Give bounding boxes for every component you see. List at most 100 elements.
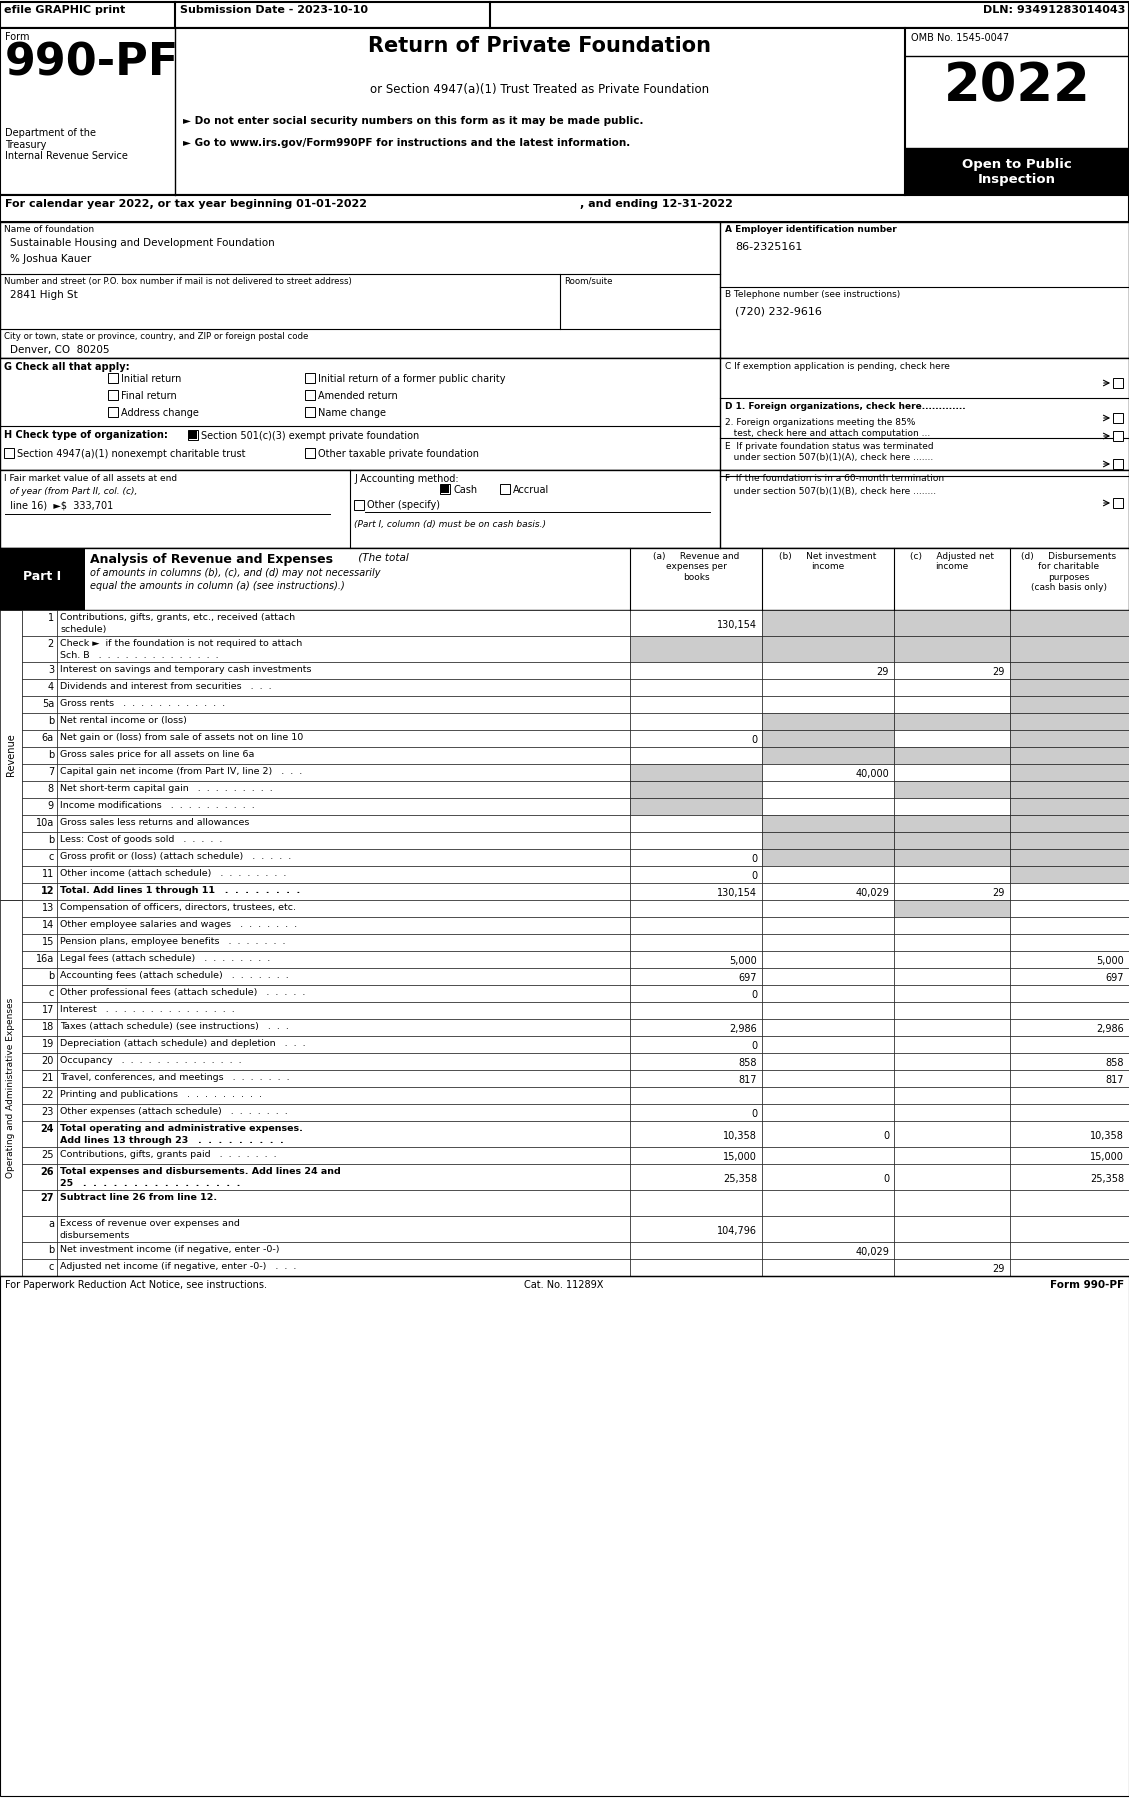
Bar xyxy=(630,764,762,780)
Bar xyxy=(762,967,894,985)
Text: Check ►  if the foundation is not required to attach: Check ► if the foundation is not require… xyxy=(60,638,303,647)
Bar xyxy=(21,1190,56,1215)
Text: 40,029: 40,029 xyxy=(855,888,889,897)
Text: under section 507(b)(1)(A), check here .......: under section 507(b)(1)(A), check here .… xyxy=(725,453,934,462)
Bar xyxy=(762,832,894,849)
Bar xyxy=(0,29,1129,194)
Bar xyxy=(21,610,56,636)
Text: 2,986: 2,986 xyxy=(1096,1025,1124,1034)
Bar xyxy=(21,832,56,849)
Text: % Joshua Kauer: % Joshua Kauer xyxy=(10,254,91,264)
Text: Room/suite: Room/suite xyxy=(564,277,613,286)
Bar xyxy=(894,1259,1010,1277)
Bar xyxy=(762,951,894,967)
Text: 0: 0 xyxy=(751,1041,758,1052)
Bar xyxy=(894,714,1010,730)
Bar xyxy=(0,610,21,901)
Text: 130,154: 130,154 xyxy=(717,620,758,629)
Bar xyxy=(762,1259,894,1277)
Text: line 16)  ►$  333,701: line 16) ►$ 333,701 xyxy=(5,500,113,511)
Text: Other (specify): Other (specify) xyxy=(367,500,440,511)
Bar xyxy=(21,662,56,680)
Text: Total operating and administrative expenses.: Total operating and administrative expen… xyxy=(60,1124,303,1133)
Bar xyxy=(1010,901,1129,917)
Bar xyxy=(630,662,762,680)
Bar xyxy=(1010,867,1129,883)
Bar xyxy=(762,680,894,696)
Bar xyxy=(56,917,630,933)
Bar xyxy=(108,406,119,417)
Bar xyxy=(905,147,1129,194)
Text: 15,000: 15,000 xyxy=(724,1153,758,1162)
Text: 5,000: 5,000 xyxy=(1096,957,1124,966)
Bar xyxy=(894,746,1010,764)
Bar xyxy=(56,849,630,867)
Text: 24: 24 xyxy=(41,1124,54,1135)
Bar xyxy=(21,1001,56,1019)
Bar xyxy=(21,730,56,746)
Text: 104,796: 104,796 xyxy=(717,1226,758,1235)
Bar xyxy=(630,1019,762,1036)
Bar xyxy=(355,500,364,511)
Text: 130,154: 130,154 xyxy=(717,888,758,897)
Bar xyxy=(56,832,630,849)
Bar xyxy=(894,610,1010,636)
Bar xyxy=(1010,1001,1129,1019)
Text: Gross sales less returns and allowances: Gross sales less returns and allowances xyxy=(60,818,250,827)
Bar xyxy=(762,746,894,764)
Text: 86-2325161: 86-2325161 xyxy=(735,243,803,252)
Bar xyxy=(1010,714,1129,730)
Bar xyxy=(630,636,762,662)
Bar xyxy=(762,867,894,883)
Bar xyxy=(894,933,1010,951)
Text: I Fair market value of all assets at end: I Fair market value of all assets at end xyxy=(5,475,177,484)
Bar xyxy=(894,680,1010,696)
Bar xyxy=(56,1190,630,1215)
Text: (d)     Disbursements
for charitable
purposes
(cash basis only): (d) Disbursements for charitable purpose… xyxy=(1022,552,1117,592)
Bar xyxy=(894,832,1010,849)
Text: Section 501(c)(3) exempt private foundation: Section 501(c)(3) exempt private foundat… xyxy=(201,432,419,441)
Bar xyxy=(762,1088,894,1104)
Bar xyxy=(894,1120,1010,1147)
Text: Gross rents   .  .  .  .  .  .  .  .  .  .  .  .: Gross rents . . . . . . . . . . . . xyxy=(60,699,225,708)
Text: Other professional fees (attach schedule)   .  .  .  .  .: Other professional fees (attach schedule… xyxy=(60,987,305,998)
Text: Compensation of officers, directors, trustees, etc.: Compensation of officers, directors, tru… xyxy=(60,903,296,912)
Bar xyxy=(21,1259,56,1277)
Text: 25,358: 25,358 xyxy=(723,1174,758,1185)
Text: Legal fees (attach schedule)   .  .  .  .  .  .  .  .: Legal fees (attach schedule) . . . . . .… xyxy=(60,955,270,964)
Bar xyxy=(305,390,315,399)
Bar xyxy=(21,780,56,798)
Text: 5a: 5a xyxy=(42,699,54,708)
Bar xyxy=(56,883,630,901)
Bar xyxy=(1010,730,1129,746)
Bar xyxy=(762,883,894,901)
Text: Other taxable private foundation: Other taxable private foundation xyxy=(318,450,479,458)
Text: Initial return of a former public charity: Initial return of a former public charit… xyxy=(318,374,506,385)
Bar xyxy=(56,746,630,764)
Text: 9: 9 xyxy=(47,800,54,811)
Bar xyxy=(894,814,1010,832)
Text: 18: 18 xyxy=(42,1021,54,1032)
Text: equal the amounts in column (a) (see instructions).): equal the amounts in column (a) (see ins… xyxy=(90,581,344,592)
Bar xyxy=(762,814,894,832)
Bar xyxy=(630,1070,762,1088)
Bar xyxy=(21,933,56,951)
Bar xyxy=(56,1163,630,1190)
Text: ► Do not enter social security numbers on this form as it may be made public.: ► Do not enter social security numbers o… xyxy=(183,117,644,126)
Bar xyxy=(630,1104,762,1120)
Text: 11: 11 xyxy=(42,868,54,879)
Text: For calendar year 2022, or tax year beginning 01-01-2022: For calendar year 2022, or tax year begi… xyxy=(5,200,367,209)
Bar xyxy=(56,1242,630,1259)
Bar xyxy=(1010,1190,1129,1215)
Text: Excess of revenue over expenses and: Excess of revenue over expenses and xyxy=(60,1219,239,1228)
Bar xyxy=(630,917,762,933)
Text: 29: 29 xyxy=(992,667,1005,678)
Text: H Check type of organization:: H Check type of organization: xyxy=(5,430,168,441)
Text: F  If the foundation is in a 60-month termination: F If the foundation is in a 60-month ter… xyxy=(725,475,944,484)
Bar xyxy=(630,1120,762,1147)
Bar xyxy=(21,883,56,901)
Text: Income modifications   .  .  .  .  .  .  .  .  .  .: Income modifications . . . . . . . . . . xyxy=(60,800,255,811)
Bar xyxy=(1010,832,1129,849)
Bar xyxy=(21,636,56,662)
Bar xyxy=(21,746,56,764)
